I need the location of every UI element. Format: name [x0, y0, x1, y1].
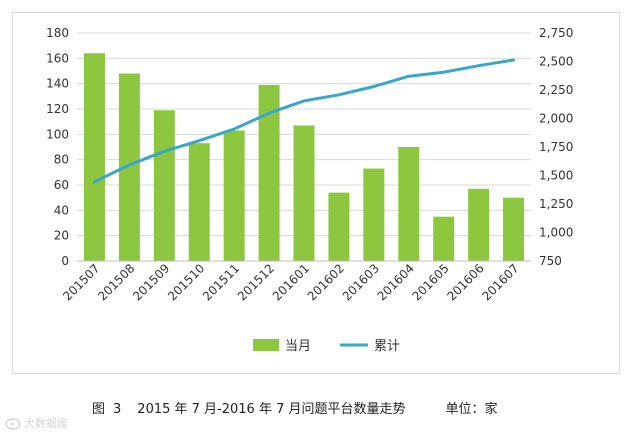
x-tick-label: 201602 — [305, 261, 347, 303]
x-tick-label: 201605 — [410, 261, 452, 303]
y-left-tick-label: 20 — [54, 229, 69, 243]
x-tick-label: 201603 — [340, 261, 382, 303]
y-left-tick-label: 140 — [46, 77, 69, 91]
x-tick-label: 201511 — [200, 261, 242, 303]
y-right-tick-label: 2,750 — [539, 26, 573, 40]
x-tick-label: 201512 — [235, 261, 277, 303]
y-left-tick-label: 120 — [46, 102, 69, 116]
bar — [224, 131, 245, 261]
legend-label-line: 累计 — [374, 339, 400, 354]
chart-svg: 0 20 40 60 80 100 120 140 160 180 750 1,000 1,250 1,5… — [13, 13, 619, 373]
bar — [84, 53, 105, 261]
x-tick-label: 201607 — [479, 261, 521, 303]
caption-title: 2015 年 7 月-2016 年 7 月问题平台数量走势 — [137, 402, 405, 417]
legend-label-bar: 当月 — [285, 339, 311, 354]
y-right-tick-label: 1,500 — [539, 169, 573, 183]
bar — [398, 147, 419, 261]
y-left-tick-label: 80 — [54, 153, 69, 167]
caption-unit: 单位：家 — [446, 402, 498, 417]
watermark-text: 大数据媛 — [24, 416, 68, 430]
y-right-tick-label: 750 — [539, 254, 562, 268]
y-left-tick-label: 180 — [46, 26, 69, 40]
x-tick-label: 201601 — [270, 261, 312, 303]
bar — [468, 189, 489, 261]
y-left-tick-label: 100 — [46, 127, 69, 141]
chart-frame: 0 20 40 60 80 100 120 140 160 180 750 1,000 1,250 1,5… — [12, 12, 620, 374]
watermark: 大数据媛 — [4, 412, 94, 432]
y-right-tick-label: 2,500 — [539, 55, 573, 69]
weibo-icon — [6, 419, 20, 429]
bar — [433, 217, 454, 261]
x-tick-label: 201604 — [375, 261, 417, 303]
legend-swatch-bar — [253, 339, 279, 351]
caption-figure-number: 3 — [113, 402, 121, 417]
y-left-tick-label: 160 — [46, 51, 69, 65]
y-left-tick-label: 60 — [54, 178, 69, 192]
bar — [328, 193, 349, 261]
y-right-tick-label: 1,250 — [539, 197, 573, 211]
bar — [154, 110, 175, 261]
y-left-tick-label: 0 — [61, 254, 69, 268]
y-right-tick-label: 1,750 — [539, 140, 573, 154]
bar — [503, 198, 524, 261]
y-right-tick-label: 2,250 — [539, 83, 573, 97]
x-tick-label: 201510 — [165, 261, 207, 303]
bar — [294, 125, 315, 261]
y-right-tick-label: 1,000 — [539, 226, 573, 240]
bar — [363, 169, 384, 261]
x-tick-label: 201508 — [95, 261, 137, 303]
y-right-tick-label: 2,000 — [539, 112, 573, 126]
x-tick-label: 201509 — [130, 261, 172, 303]
bar — [189, 143, 210, 261]
x-tick-label: 201606 — [444, 261, 486, 303]
y-left-tick-label: 40 — [54, 203, 69, 217]
